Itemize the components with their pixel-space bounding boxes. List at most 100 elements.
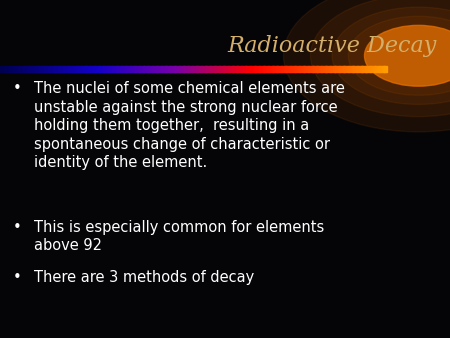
Bar (34, 66, 35, 72)
Bar (30, 66, 32, 72)
Bar (219, 66, 221, 72)
Bar (5, 66, 7, 72)
Bar (148, 66, 150, 72)
Bar (112, 66, 114, 72)
Bar (372, 66, 373, 72)
Bar (79, 66, 81, 72)
Bar (209, 66, 211, 72)
Bar (256, 66, 257, 72)
Bar (59, 66, 61, 72)
Bar (338, 66, 340, 72)
Bar (115, 66, 117, 72)
Bar (187, 66, 189, 72)
Bar (370, 66, 372, 72)
Bar (62, 66, 63, 72)
Bar (222, 66, 224, 72)
Text: Radioactive Decay: Radioactive Decay (227, 34, 436, 57)
Bar (368, 66, 369, 72)
Bar (95, 66, 97, 72)
Bar (314, 66, 315, 72)
Bar (107, 66, 109, 72)
Bar (247, 66, 248, 72)
Bar (10, 66, 12, 72)
Bar (147, 66, 149, 72)
Bar (348, 66, 350, 72)
Bar (347, 66, 349, 72)
Bar (346, 66, 347, 72)
Text: The nuclei of some chemical elements are: The nuclei of some chemical elements are (34, 81, 345, 96)
Bar (343, 66, 345, 72)
Bar (235, 66, 237, 72)
Bar (335, 66, 337, 72)
Bar (303, 66, 305, 72)
Bar (18, 66, 20, 72)
Bar (267, 66, 269, 72)
Bar (226, 66, 228, 72)
Bar (232, 66, 234, 72)
Bar (39, 66, 40, 72)
Bar (323, 66, 324, 72)
Bar (177, 66, 179, 72)
Text: •: • (13, 270, 22, 285)
Text: unstable against the strong nuclear force: unstable against the strong nuclear forc… (34, 100, 338, 115)
Bar (277, 66, 279, 72)
Bar (334, 66, 336, 72)
Bar (344, 66, 346, 72)
Bar (68, 66, 70, 72)
Bar (81, 66, 83, 72)
Bar (111, 66, 112, 72)
Bar (125, 66, 127, 72)
Bar (218, 66, 220, 72)
Bar (213, 66, 215, 72)
Bar (377, 66, 378, 72)
Bar (306, 66, 307, 72)
Bar (26, 66, 27, 72)
Bar (261, 66, 262, 72)
Bar (227, 66, 229, 72)
Bar (198, 66, 200, 72)
Bar (192, 66, 194, 72)
Bar (194, 66, 195, 72)
Bar (307, 66, 309, 72)
Bar (230, 66, 231, 72)
Bar (217, 66, 218, 72)
Bar (191, 66, 193, 72)
Bar (240, 66, 242, 72)
Bar (364, 66, 365, 72)
Bar (31, 66, 33, 72)
Bar (326, 66, 328, 72)
Bar (66, 66, 68, 72)
Bar (374, 66, 376, 72)
Bar (142, 66, 144, 72)
Bar (119, 66, 121, 72)
Bar (298, 66, 300, 72)
Text: This is especially common for elements: This is especially common for elements (34, 220, 324, 235)
Bar (256, 66, 258, 72)
Bar (288, 66, 289, 72)
Bar (382, 66, 383, 72)
Bar (281, 66, 283, 72)
Bar (108, 66, 110, 72)
Bar (357, 66, 359, 72)
Bar (214, 66, 216, 72)
Bar (156, 66, 158, 72)
Text: •: • (13, 81, 22, 96)
Bar (117, 66, 119, 72)
Bar (45, 66, 47, 72)
Bar (67, 66, 69, 72)
Text: identity of the element.: identity of the element. (34, 155, 207, 170)
Bar (73, 66, 75, 72)
Bar (356, 66, 358, 72)
Bar (75, 66, 76, 72)
Bar (262, 66, 264, 72)
Bar (41, 66, 43, 72)
Bar (225, 66, 226, 72)
Bar (254, 66, 256, 72)
Bar (200, 66, 202, 72)
Ellipse shape (332, 7, 450, 104)
Bar (312, 66, 314, 72)
Bar (353, 66, 355, 72)
Bar (106, 66, 108, 72)
Bar (228, 66, 230, 72)
Bar (133, 66, 135, 72)
